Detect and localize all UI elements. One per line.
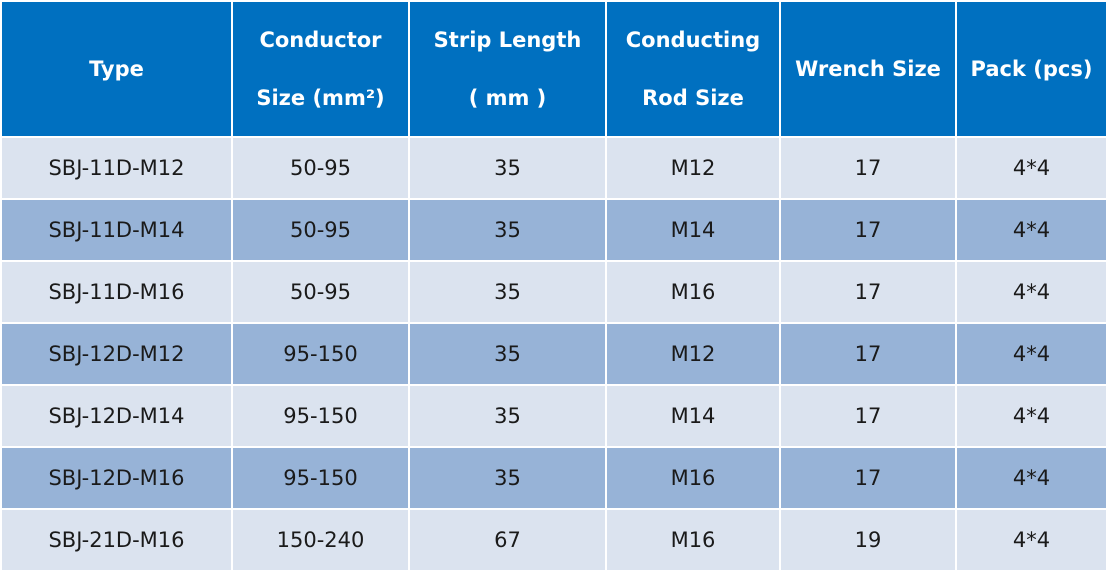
table-cell: 4*4: [955, 446, 1106, 510]
table-cell: SBJ-11D-M14: [0, 198, 233, 262]
table-cell: 35: [408, 136, 607, 200]
table-cell: SBJ-12D-M12: [0, 322, 233, 386]
header-text: Strip Length: [433, 28, 582, 52]
table-cell: 67: [408, 508, 607, 572]
table-cell: 17: [779, 198, 957, 262]
header-text: Conductor: [259, 28, 382, 52]
table-row: SBJ-11D-M12 50-95 35 M12 17 4*4: [0, 136, 1106, 200]
table-cell: 35: [408, 260, 607, 324]
table-cell: 4*4: [955, 384, 1106, 448]
header-text: Conducting: [625, 28, 761, 52]
table-body: SBJ-11D-M12 50-95 35 M12 17 4*4 SBJ-11D-M14 50-…: [0, 136, 1106, 572]
table-cell: SBJ-12D-M16: [0, 446, 233, 510]
table-row: SBJ-11D-M14 50-95 35 M14 17 4*4: [0, 198, 1106, 262]
table-cell: 17: [779, 384, 957, 448]
table-cell: 35: [408, 322, 607, 386]
header-text: Wrench Size: [795, 57, 941, 81]
table-cell: SBJ-12D-M14: [0, 384, 233, 448]
table-cell: M16: [605, 508, 781, 572]
table-cell: 4*4: [955, 198, 1106, 262]
table-row: SBJ-12D-M14 95-150 35 M14 17 4*4: [0, 384, 1106, 448]
header-cell: Conducting Rod Size: [605, 0, 781, 138]
table-cell: 4*4: [955, 136, 1106, 200]
table-cell: 4*4: [955, 322, 1106, 386]
header-row: Type Conductor Size (mm²) Strip Length ( mm …: [0, 0, 1106, 138]
table-cell: M14: [605, 384, 781, 448]
table-cell: M16: [605, 446, 781, 510]
table-cell: 17: [779, 446, 957, 510]
header-text: Size (mm²): [256, 86, 385, 110]
table-row: SBJ-11D-M16 50-95 35 M16 17 4*4: [0, 260, 1106, 324]
header-cell: Strip Length ( mm ): [408, 0, 607, 138]
table-cell: 50-95: [231, 260, 410, 324]
table-row: SBJ-12D-M16 95-150 35 M16 17 4*4: [0, 446, 1106, 510]
header-text: ( mm ): [468, 86, 547, 110]
table-cell: 17: [779, 260, 957, 324]
table-cell: 17: [779, 322, 957, 386]
table-cell: 35: [408, 446, 607, 510]
table-cell: 17: [779, 136, 957, 200]
table-cell: SBJ-11D-M16: [0, 260, 233, 324]
table-cell: M14: [605, 198, 781, 262]
header-text: Pack (pcs): [970, 57, 1093, 81]
table-row: SBJ-12D-M12 95-150 35 M12 17 4*4: [0, 322, 1106, 386]
table-cell: 50-95: [231, 136, 410, 200]
table-cell: 95-150: [231, 322, 410, 386]
table-cell: 50-95: [231, 198, 410, 262]
table-cell: 19: [779, 508, 957, 572]
table-cell: 35: [408, 198, 607, 262]
table-cell: 95-150: [231, 446, 410, 510]
table-row: SBJ-21D-M16 150-240 67 M16 19 4*4: [0, 508, 1106, 572]
table-cell: M12: [605, 322, 781, 386]
table-cell: 95-150: [231, 384, 410, 448]
header-cell: Pack (pcs): [955, 0, 1106, 138]
table-cell: 4*4: [955, 260, 1106, 324]
header-cell: Wrench Size: [779, 0, 957, 138]
table-cell: M16: [605, 260, 781, 324]
header-cell: Conductor Size (mm²): [231, 0, 410, 138]
header-text: Type: [89, 57, 144, 81]
table-cell: 4*4: [955, 508, 1106, 572]
table-cell: SBJ-11D-M12: [0, 136, 233, 200]
table-cell: 150-240: [231, 508, 410, 572]
table-cell: 35: [408, 384, 607, 448]
header-text: Rod Size: [642, 86, 744, 110]
table-cell: SBJ-21D-M16: [0, 508, 233, 572]
table-cell: M12: [605, 136, 781, 200]
header-cell: Type: [0, 0, 233, 138]
